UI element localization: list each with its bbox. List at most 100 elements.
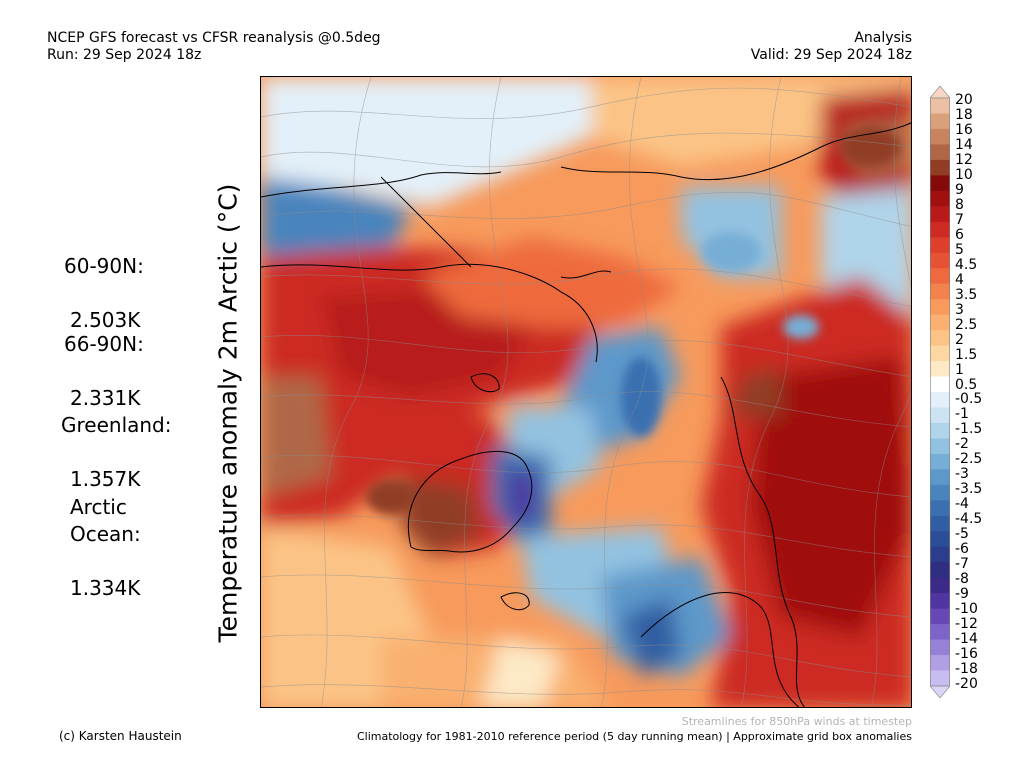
colorbar-tick-label: -20 xyxy=(955,676,978,692)
colorbar-tick-label: 4 xyxy=(955,271,964,288)
colorbar-tick-label: 16 xyxy=(955,121,973,138)
colorbar-tick-label: -1 xyxy=(955,406,969,423)
colorbar-tick-label: -4.5 xyxy=(955,511,983,528)
stat-60-90n-value: 2.503K xyxy=(70,308,141,332)
colorbar-segment xyxy=(930,438,950,455)
colorbar-segment xyxy=(930,407,950,424)
colorbar-segment xyxy=(930,608,950,625)
colorbar-tick-label: -5 xyxy=(955,526,969,543)
stat-arctic-ocean: Arctic Ocean: 1.334K xyxy=(70,467,141,629)
stat-66-90n-value: 2.331K xyxy=(70,386,141,410)
colorbar-segment xyxy=(930,128,950,145)
colorbar-tick-label: 5 xyxy=(955,241,964,258)
colorbar-segment xyxy=(930,299,950,316)
colorbar-segment xyxy=(930,624,950,640)
colorbar-segment xyxy=(930,376,950,393)
colorbar-tick-label: 1 xyxy=(955,361,964,378)
colorbar-tick-label: 20 xyxy=(955,92,973,108)
colorbar-tick-label: 7 xyxy=(955,211,964,228)
colorbar-segment xyxy=(930,314,950,331)
colorbar-tick-label: 2.5 xyxy=(955,316,978,333)
coastlines xyxy=(261,122,911,707)
colorbar-segment xyxy=(930,655,950,671)
colorbar-segment xyxy=(930,469,950,486)
colorbar-tick-label: -2 xyxy=(955,436,969,453)
colorbar-segment xyxy=(930,361,950,377)
colorbar-tick-label: -14 xyxy=(955,631,978,648)
colorbar-tick-label: 3.5 xyxy=(955,286,978,303)
colorbar-segment xyxy=(930,98,950,114)
map-panel xyxy=(260,76,912,708)
colorbar-segment xyxy=(930,252,950,269)
colorbar-segment xyxy=(930,670,950,687)
stat-arctic-ocean-value: 1.334K xyxy=(70,576,141,600)
colorbar-tick-label: -3.5 xyxy=(955,481,983,498)
colorbar-tick-label: -2.5 xyxy=(955,451,983,468)
valid-line: Valid: 29 Sep 2024 18z xyxy=(750,47,912,63)
colorbar-segment xyxy=(930,546,950,563)
colorbar-segment xyxy=(930,484,950,501)
colorbar-tick-label: -9 xyxy=(955,586,969,603)
stat-greenland-label: Greenland: xyxy=(61,413,172,437)
colorbar-tick-label: -18 xyxy=(955,661,978,678)
run-line: Run: 29 Sep 2024 18z xyxy=(47,47,202,63)
temperature-anomaly-map xyxy=(261,77,911,707)
colorbar-tick-label: -6 xyxy=(955,541,969,558)
colorbar-segment xyxy=(930,206,950,223)
colorbar-tick-label: -12 xyxy=(955,616,978,633)
colorbar-segment xyxy=(930,190,950,207)
colorbar-tick-label: 14 xyxy=(955,136,973,153)
streamlines-note: Streamlines for 850hPa winds at timestep xyxy=(681,715,912,728)
colorbar-segment xyxy=(930,221,950,238)
colorbar-tick-label: 3 xyxy=(955,301,964,318)
colorbar-tick-label: 8 xyxy=(955,196,964,213)
colorbar-segment xyxy=(930,562,950,579)
colorbar-overflow-bottom xyxy=(930,685,950,698)
colorbar-tick-label: 0.5 xyxy=(955,376,978,393)
stat-greenland: Greenland: 1.357K xyxy=(61,385,172,520)
stat-66-90n-label: 66-90N: xyxy=(64,332,144,356)
colorbar-tick-label: 2 xyxy=(955,331,964,348)
title-line-1: NCEP GFS forecast vs CFSR reanalysis @0.… xyxy=(47,30,381,46)
colorbar-tick-label: -8 xyxy=(955,571,969,588)
colorbar-segment xyxy=(930,422,950,439)
colorbar-segment xyxy=(930,515,950,532)
analysis-label: Analysis xyxy=(854,30,912,46)
colorbar-segment xyxy=(930,392,950,408)
climatology-note: Climatology for 1981-2010 reference peri… xyxy=(356,730,912,743)
anomaly-detail xyxy=(366,127,901,515)
colorbar-segment xyxy=(930,330,950,346)
colorbar-tick-label: 4.5 xyxy=(955,256,978,273)
colorbar-tick-label: 6 xyxy=(955,226,964,243)
colorbar-segment xyxy=(930,113,950,130)
colorbar-segment xyxy=(930,268,950,285)
title-block: NCEP GFS forecast vs CFSR reanalysis @0.… xyxy=(47,30,381,64)
colorbar-tick-label: 12 xyxy=(955,151,973,168)
colorbar-segment xyxy=(930,283,950,300)
credit-text: (c) Karsten Haustein xyxy=(59,729,182,743)
colorbar-tick-label: -3 xyxy=(955,466,969,483)
stat-60-90n: 60-90N: 2.503K xyxy=(64,226,144,361)
colorbar-overflow-top xyxy=(930,86,950,99)
colorbar-segment xyxy=(930,453,950,470)
stat-arctic-ocean-label: Arctic Ocean: xyxy=(70,495,141,546)
colorbar-segment xyxy=(930,144,950,161)
colorbar-segment xyxy=(930,175,950,192)
colorbar-tick-label: -1.5 xyxy=(955,421,983,438)
colorbar-segment xyxy=(930,593,950,610)
colorbar-tick-label: 9 xyxy=(955,181,964,198)
colorbar-tick-label: -7 xyxy=(955,556,969,573)
colorbar-tick-label: 10 xyxy=(955,166,973,183)
colorbar-segment xyxy=(930,159,950,176)
colorbar-tick-label: 1.5 xyxy=(955,346,978,363)
colorbar-tick-label: -16 xyxy=(955,646,978,663)
colorbar-tick-label: 18 xyxy=(955,106,973,123)
stat-60-90n-label: 60-90N: xyxy=(64,254,144,278)
colorbar-segment xyxy=(930,345,950,362)
colorbar-segment xyxy=(930,500,950,517)
colorbar xyxy=(930,86,950,698)
colorbar-tick-label: -10 xyxy=(955,601,978,618)
y-axis-label: Temperature anomaly 2m Arctic (°C) xyxy=(213,183,243,643)
colorbar-segment xyxy=(930,237,950,254)
colorbar-tick-label: -0.5 xyxy=(955,391,983,408)
